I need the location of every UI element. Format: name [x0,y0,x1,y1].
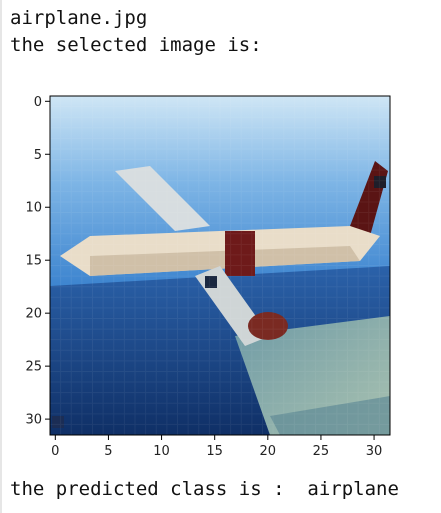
y-tick-label: 10 [25,201,42,216]
y-tick-label: 0 [34,95,42,110]
x-tick-label: 25 [313,444,330,459]
x-tick-label: 30 [366,444,383,459]
prediction-output: the predicted class is : airplane [10,478,399,500]
x-axis: 0 5 10 15 20 25 30 [51,435,382,459]
axes-frame [49,95,391,436]
y-tick-label: 30 [25,413,42,428]
y-tick-label: 25 [25,360,42,375]
y-axis: 0 5 10 15 20 25 30 [25,95,50,428]
x-tick-label: 15 [206,444,223,459]
airplane-image [50,96,390,435]
filename-output: airplane.jpg [10,7,148,29]
cell-gutter [0,0,2,513]
image-plot: 0 5 10 15 20 25 30 0 5 10 15 20 25 30 [20,86,400,466]
image-plot-svg: 0 5 10 15 20 25 30 0 5 10 15 20 25 30 [25,95,391,459]
y-tick-label: 15 [25,254,42,269]
selected-image-output: the selected image is: [10,34,262,56]
y-tick-label: 20 [25,307,42,322]
x-tick-label: 10 [153,444,170,459]
x-tick-label: 5 [104,444,112,459]
y-tick-label: 5 [34,148,42,163]
x-tick-label: 20 [260,444,277,459]
x-tick-label: 0 [51,444,59,459]
